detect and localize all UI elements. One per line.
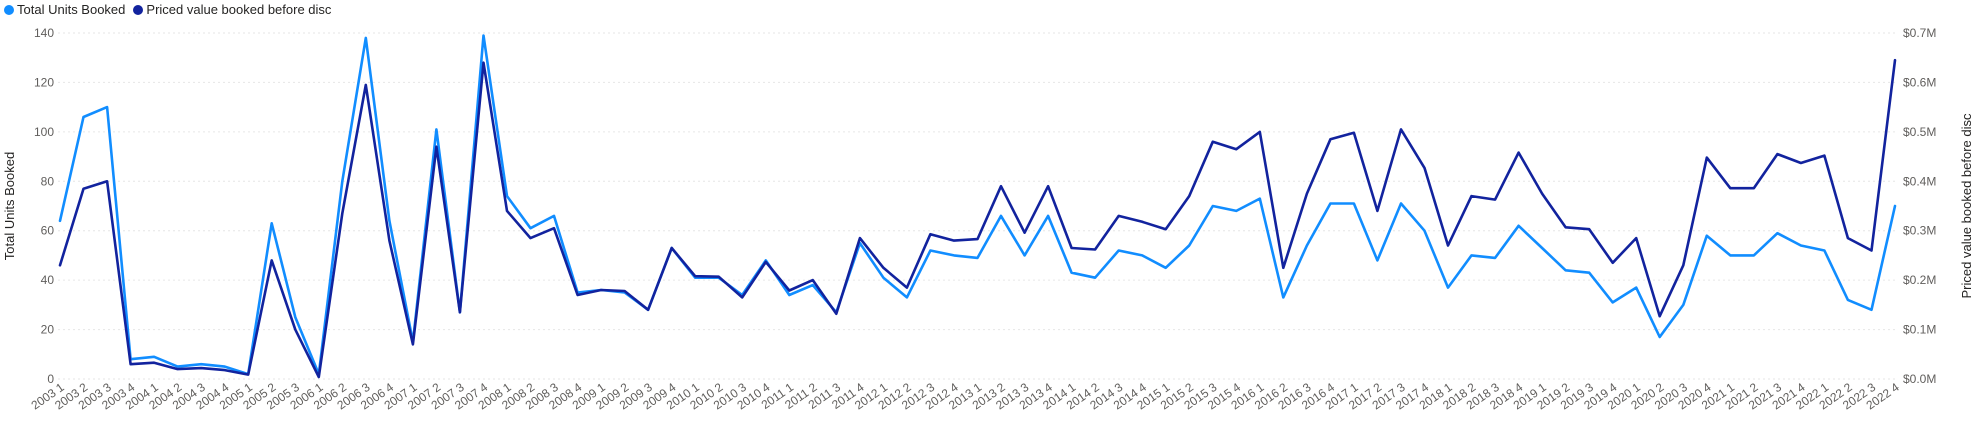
- y-tick-label: 120: [34, 75, 54, 89]
- y-tick-label: 80: [41, 174, 55, 188]
- y-tick-label: 100: [34, 125, 54, 139]
- legend-label-units: Total Units Booked: [17, 2, 126, 17]
- legend-dot-units: [4, 4, 14, 15]
- y2-tick-label: $0.0M: [1903, 372, 1936, 386]
- y-tick-label: 0: [47, 372, 54, 386]
- y2-axis-title: Priced value booked before disc: [1959, 113, 1974, 299]
- legend-dot-value: [133, 4, 144, 15]
- legend-item-value[interactable]: Priced value booked before disc: [133, 2, 331, 17]
- y-tick-label: 60: [41, 224, 55, 238]
- legend-item-units[interactable]: Total Units Booked: [4, 2, 125, 17]
- legend-label-value: Priced value booked before disc: [146, 2, 332, 17]
- y2-tick-label: $0.4M: [1903, 174, 1936, 188]
- y2-tick-label: $0.7M: [1903, 26, 1936, 40]
- y-axis-title: Total Units Booked: [2, 152, 17, 260]
- y2-tick-label: $0.6M: [1903, 75, 1936, 89]
- y-tick-label: 140: [34, 26, 54, 40]
- y2-tick-label: $0.2M: [1903, 273, 1936, 287]
- y2-tick-label: $0.5M: [1903, 125, 1936, 139]
- series-line-0: [58, 34, 1897, 376]
- y-tick-label: 40: [41, 273, 55, 287]
- series-line-1: [58, 58, 1897, 379]
- legend: Total Units Booked Priced value booked b…: [4, 2, 339, 17]
- y-tick-label: 20: [41, 323, 55, 337]
- y2-tick-label: $0.3M: [1903, 224, 1936, 238]
- y2-tick-label: $0.1M: [1903, 323, 1936, 337]
